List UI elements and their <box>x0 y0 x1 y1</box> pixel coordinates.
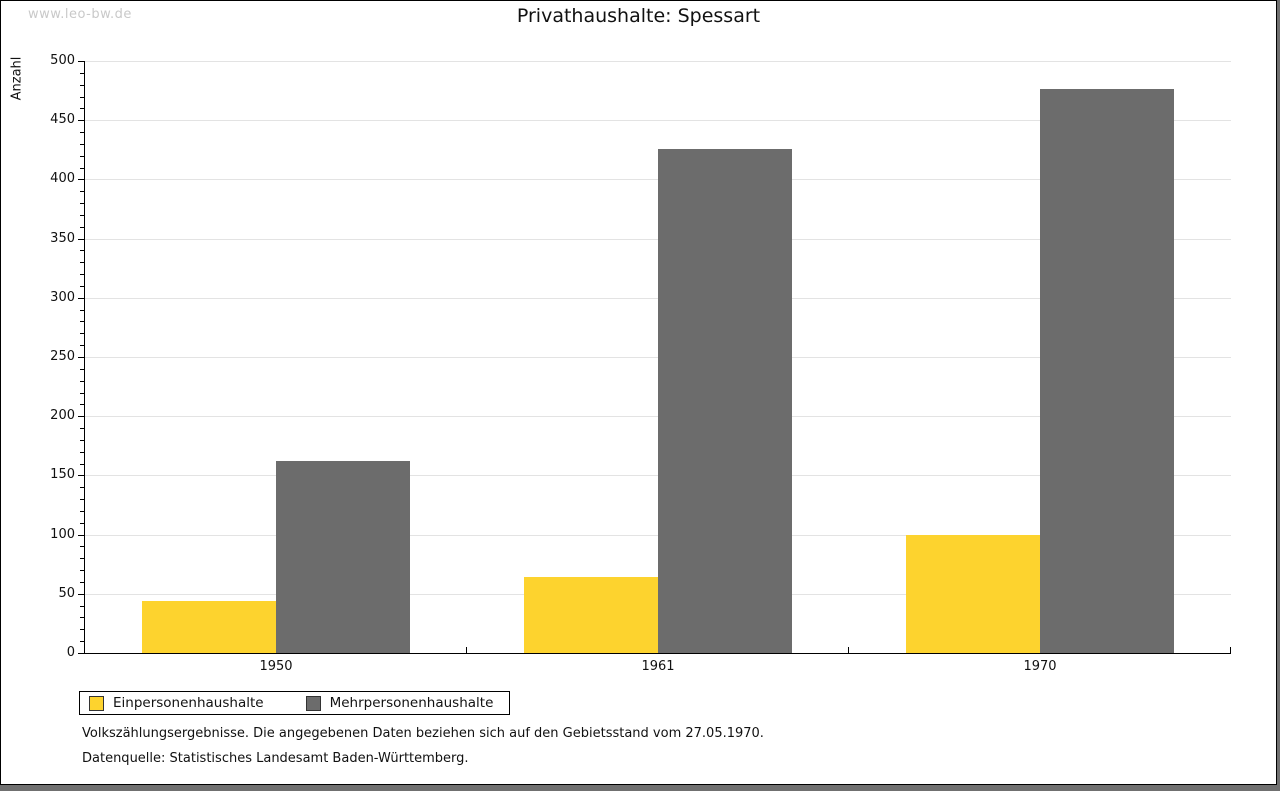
legend: Einpersonenhaushalte Mehrpersonenhaushal… <box>79 691 511 715</box>
y-tick-label: 0 <box>66 645 75 660</box>
y-minor-tick <box>80 570 85 572</box>
y-minor-tick <box>80 132 85 134</box>
y-minor-tick <box>80 404 85 406</box>
y-minor-tick <box>80 499 85 501</box>
y-major-tick <box>78 120 85 122</box>
y-gridline <box>85 120 1231 122</box>
y-tick-label: 450 <box>50 112 75 128</box>
y-minor-tick <box>80 380 85 382</box>
y-minor-tick <box>80 392 85 394</box>
y-major-tick <box>78 593 85 595</box>
y-minor-tick <box>80 345 85 347</box>
y-major-tick <box>78 238 85 240</box>
y-minor-tick <box>80 439 85 441</box>
y-minor-tick <box>80 487 85 489</box>
y-axis-title: Anzahl <box>9 56 25 101</box>
y-tick-label: 400 <box>50 171 75 187</box>
y-minor-tick <box>80 203 85 205</box>
bar-mehrpersonenhaushalte-1950 <box>276 461 410 653</box>
y-tick-label: 100 <box>50 526 75 542</box>
y-minor-tick <box>80 262 85 264</box>
y-minor-tick <box>80 155 85 157</box>
y-tick-label: 150 <box>50 467 75 483</box>
x-tick-label: 1950 <box>259 659 293 674</box>
y-minor-tick <box>80 309 85 311</box>
y-tick-label: 500 <box>50 53 75 68</box>
y-minor-tick <box>80 214 85 216</box>
y-minor-tick <box>80 250 85 252</box>
y-minor-tick <box>80 285 85 287</box>
y-major-tick <box>78 416 85 418</box>
legend-swatch-einpersonenhaushalte <box>89 695 104 711</box>
y-tick-label: 350 <box>50 230 75 246</box>
y-minor-tick <box>80 641 85 643</box>
y-minor-tick <box>80 167 85 169</box>
y-minor-tick <box>80 72 85 74</box>
y-minor-tick <box>80 143 85 145</box>
legend-label: Einpersonenhaushalte <box>113 695 264 711</box>
y-major-tick <box>78 179 85 181</box>
y-major-tick <box>78 357 85 358</box>
x-tick-label: 1970 <box>1023 659 1057 674</box>
bar-einpersonenhaushalte-1970 <box>906 534 1040 653</box>
chart-title: Privathaushalte: Spessart <box>516 5 761 27</box>
y-minor-tick <box>80 96 85 98</box>
y-minor-tick <box>80 581 85 583</box>
bar-einpersonenhaushalte-1961 <box>524 577 658 653</box>
y-minor-tick <box>80 605 85 607</box>
y-minor-tick <box>80 368 85 370</box>
y-minor-tick <box>80 629 85 631</box>
y-minor-tick <box>80 226 85 228</box>
x-tick-label: 1961 <box>641 659 675 674</box>
y-minor-tick <box>80 558 85 560</box>
y-minor-tick <box>80 428 85 430</box>
legend-item: Mehrpersonenhaushalte <box>305 695 494 711</box>
x-boundary-tick <box>466 647 467 653</box>
y-gridline <box>85 61 1231 62</box>
legend-label: Mehrpersonenhaushalte <box>329 695 494 711</box>
y-major-tick <box>78 297 85 299</box>
y-minor-tick <box>80 274 85 276</box>
y-minor-tick <box>80 463 85 465</box>
y-tick-label: 50 <box>58 585 75 601</box>
footnote-data-source: Datenquelle: Statistisches Landesamt Bad… <box>82 751 469 766</box>
bar-mehrpersonenhaushalte-1961 <box>658 148 792 653</box>
y-major-tick <box>78 61 85 62</box>
y-minor-tick <box>80 84 85 86</box>
y-major-tick <box>78 534 85 536</box>
x-boundary-tick <box>1230 647 1231 653</box>
bar-mehrpersonenhaushalte-1970 <box>1040 89 1174 653</box>
y-minor-tick <box>80 191 85 193</box>
footnote-source-note: Volkszählungsergebnisse. Die angegebenen… <box>82 726 764 741</box>
watermark: www.leo-bw.de <box>28 7 132 22</box>
y-minor-tick <box>80 451 85 453</box>
legend-swatch-mehrpersonenhaushalte <box>305 695 321 711</box>
y-major-tick <box>78 653 85 654</box>
y-minor-tick <box>80 321 85 323</box>
y-tick-label: 300 <box>50 289 75 305</box>
y-minor-tick <box>80 617 85 619</box>
y-tick-label: 200 <box>50 408 75 424</box>
y-minor-tick <box>80 522 85 524</box>
x-boundary-tick <box>848 647 849 653</box>
y-major-tick <box>78 475 85 477</box>
y-minor-tick <box>80 510 85 512</box>
y-minor-tick <box>80 108 85 110</box>
bar-einpersonenhaushalte-1950 <box>142 600 276 653</box>
plot-area: 0 50 100 150 200 250 300 350 400 450 500 1950 1961 19… <box>50 53 1231 674</box>
y-minor-tick <box>80 546 85 548</box>
y-minor-tick <box>80 333 85 335</box>
legend-item: Einpersonenhaushalte <box>89 695 264 711</box>
y-tick-label: 250 <box>50 349 75 364</box>
